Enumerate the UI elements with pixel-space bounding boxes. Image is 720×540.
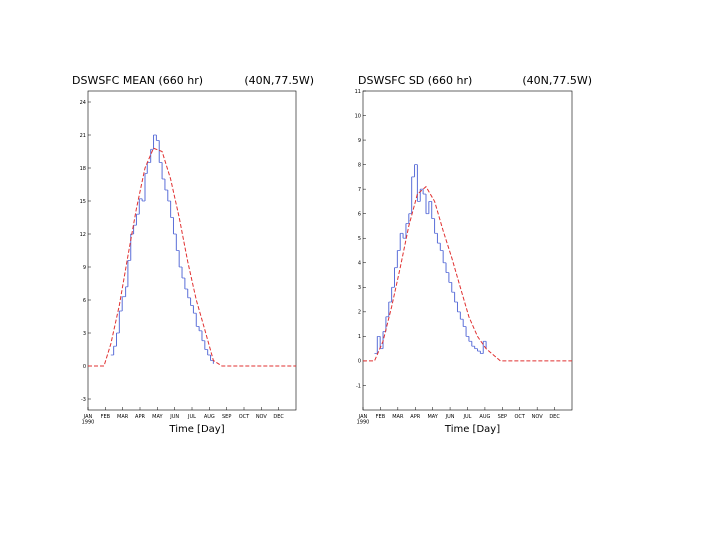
y-tick-label: 1	[358, 334, 361, 340]
y-tick-label: 24	[80, 100, 86, 106]
y-tick-label: 15	[80, 199, 86, 205]
x-tick-label: JUL	[187, 414, 196, 420]
plot-area	[362, 90, 573, 411]
x-tick-label: DEC	[549, 414, 560, 420]
y-tick-label: -3	[81, 397, 86, 403]
y-tick-label: 8	[358, 162, 361, 168]
x-tick-label: OCT	[239, 414, 250, 420]
y-tick-label: 6	[358, 211, 361, 217]
y-tick-label: 9	[358, 138, 361, 144]
chart-title: DSWSFC MEAN (660 hr)	[72, 74, 203, 87]
x-tick-label: MAR	[117, 414, 129, 420]
y-tick-label: 0	[358, 359, 361, 365]
y-tick-label: 2	[358, 310, 361, 316]
y-tick-label: 0	[83, 364, 86, 370]
y-tick-label: 6	[83, 298, 86, 304]
x-tick-label: NOV	[256, 414, 268, 420]
x-tick-label: NOV	[532, 414, 544, 420]
x-tick-label: JAN 1990	[357, 414, 370, 426]
x-axis-label: Time [Day]	[444, 424, 500, 435]
x-axis-label: Time [Day]	[168, 424, 224, 435]
y-tick-label: -1	[356, 383, 361, 389]
x-tick-label: AUG	[479, 414, 490, 420]
y-tick-label: 12	[80, 232, 86, 238]
x-tick-label: FEB	[101, 414, 111, 420]
fit-line	[88, 147, 296, 367]
x-tick-label: JUN	[445, 414, 455, 420]
chart-title: DSWSFC SD (660 hr)	[358, 74, 472, 87]
x-tick-label: OCT	[515, 414, 526, 420]
chart-panel-1: DSWSFC MEAN (660 hr) (40N,77.5W) -3 0 3 6 9 12 1…	[72, 74, 314, 435]
y-tick-label: 3	[358, 285, 361, 291]
chart-panel-2: DSWSFC SD (660 hr) (40N,77.5W) -1 0 1 2 3 4 5 6 7 8…	[355, 74, 592, 435]
x-tick-label: MAY	[152, 414, 163, 420]
fit-line	[363, 185, 572, 362]
y-tick-label: 18	[80, 166, 86, 172]
x-tick-label: AUG	[204, 414, 215, 420]
x-tick-label: SEP	[222, 414, 231, 420]
x-tick-label: DEC	[273, 414, 284, 420]
x-tick-label: MAY	[427, 414, 438, 420]
chart-location: (40N,77.5W)	[244, 74, 314, 87]
x-tick-label: JUL	[463, 414, 472, 420]
y-tick-label: 3	[83, 331, 86, 337]
y-tick-label: 10	[355, 113, 361, 119]
y-tick-label: 4	[358, 261, 361, 267]
plot-area	[87, 90, 297, 411]
x-tick-label: SEP	[498, 414, 507, 420]
x-tick-label: JUN	[169, 414, 179, 420]
y-tick-label: 11	[355, 89, 361, 95]
chart-location: (40N,77.5W)	[522, 74, 592, 87]
x-tick-label: APR	[410, 414, 420, 420]
y-tick-label: 9	[83, 265, 86, 271]
x-tick-label: APR	[135, 414, 145, 420]
x-tick-label: FEB	[376, 414, 386, 420]
y-tick-label: 5	[358, 236, 361, 242]
y-tick-label: 7	[358, 187, 361, 193]
y-tick-label: 21	[80, 133, 86, 139]
x-tick-label: JAN 1990	[82, 414, 95, 426]
x-tick-label: MAR	[392, 414, 404, 420]
